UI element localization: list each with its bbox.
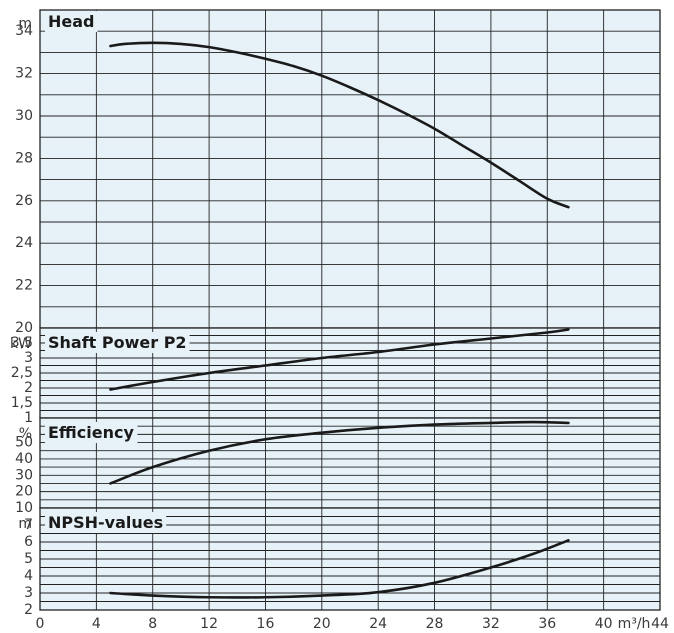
y-tick-label: 10 xyxy=(15,500,33,516)
y-tick-label: 30 xyxy=(15,467,33,483)
y-unit-label: m xyxy=(18,516,32,532)
x-tick-label: 36 xyxy=(538,616,556,632)
y-unit-label: % xyxy=(19,426,32,442)
y-tick-label: 50 xyxy=(15,435,33,451)
x-tick-label: 44 xyxy=(651,616,669,632)
x-tick-label: 24 xyxy=(369,616,387,632)
series-line-shaft-power xyxy=(109,328,570,391)
y-tick-label: 32 xyxy=(15,66,33,82)
panel-title: Efficiency xyxy=(48,423,134,442)
panel-title-background xyxy=(45,11,98,32)
y-tick-label: 2,5 xyxy=(11,365,33,381)
x-tick-label: 4 xyxy=(92,616,101,632)
panel-title-background xyxy=(45,512,167,533)
y-tick-label: 2 xyxy=(24,602,33,618)
series-line-npsh xyxy=(109,539,570,599)
panel-title: Shaft Power P2 xyxy=(48,333,187,352)
x-axis-label: m³/h xyxy=(618,616,651,632)
y-tick-label: 1,5 xyxy=(11,395,33,411)
panel-head: 20 22 24 26 28 30 32 34m Head xyxy=(15,9,661,336)
y-unit-label: m xyxy=(18,16,32,32)
x-tick-label: 40 xyxy=(595,616,613,632)
panel-title-background xyxy=(45,422,138,443)
y-tick-label: 22 xyxy=(15,278,33,294)
panel-title: Head xyxy=(48,12,95,31)
y-tick-label: 20 xyxy=(15,320,33,336)
panel-background xyxy=(40,418,660,508)
y-tick-label: 26 xyxy=(15,193,33,209)
panel-title: NPSH-values xyxy=(48,513,163,532)
y-unit-label: kW xyxy=(10,336,32,352)
x-tick-label: 12 xyxy=(200,616,218,632)
y-tick-label: 20 xyxy=(15,484,33,500)
y-tick-label: 7 xyxy=(24,517,33,533)
series-line-head xyxy=(109,41,570,209)
y-tick-label: 6 xyxy=(24,534,33,550)
panel-border xyxy=(39,507,661,611)
x-tick-label: 8 xyxy=(148,616,157,632)
y-tick-label: 3 xyxy=(24,350,33,366)
y-tick-label: 3 xyxy=(24,585,33,601)
y-tick-label: 5 xyxy=(24,551,33,567)
panel-shaft-power: 11,522,533,5kW Shaft Power P2 xyxy=(10,327,661,426)
y-tick-label: 28 xyxy=(15,150,33,166)
panel-title-background xyxy=(45,332,190,353)
y-tick-label: 1 xyxy=(24,410,33,426)
y-tick-label: 40 xyxy=(15,451,33,467)
panel-background xyxy=(40,10,660,328)
x-tick-label: 16 xyxy=(257,616,275,632)
x-tick-label: 28 xyxy=(426,616,444,632)
y-tick-label: 34 xyxy=(15,23,33,39)
y-tick-label: 4 xyxy=(24,568,33,584)
y-tick-label: 24 xyxy=(15,235,33,251)
y-tick-label: 2 xyxy=(24,380,33,396)
x-tick-label: 0 xyxy=(36,616,45,632)
series-line-efficiency xyxy=(109,420,570,485)
x-tick-label: 32 xyxy=(482,616,500,632)
y-tick-label: 3,5 xyxy=(11,335,33,351)
y-tick-label: 30 xyxy=(15,108,33,124)
x-tick-label: 20 xyxy=(313,616,331,632)
